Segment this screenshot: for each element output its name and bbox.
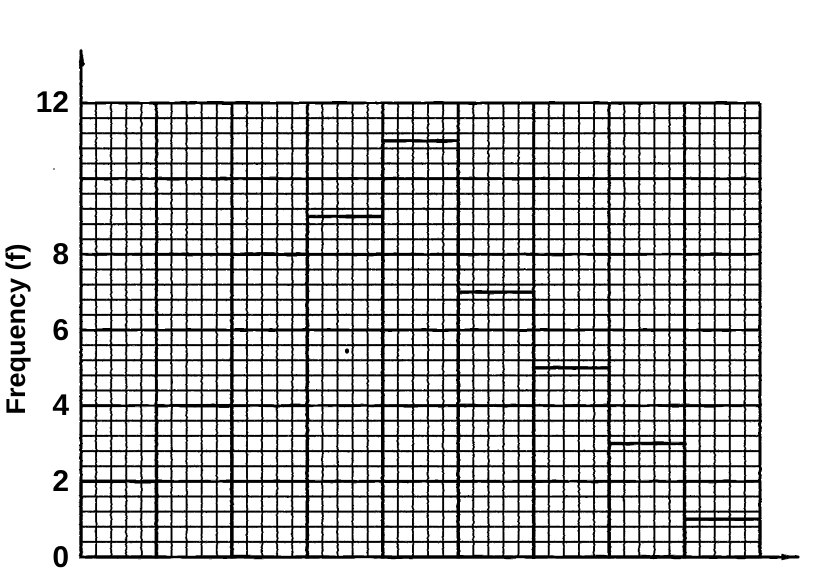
svg-text:6: 6 <box>52 314 69 347</box>
svg-text:Frequency (f): Frequency (f) <box>1 243 31 414</box>
svg-text:8: 8 <box>52 238 69 271</box>
svg-text:12: 12 <box>36 86 69 119</box>
svg-text:4: 4 <box>52 389 69 422</box>
svg-text:0: 0 <box>52 541 69 574</box>
svg-text:2: 2 <box>52 465 69 498</box>
